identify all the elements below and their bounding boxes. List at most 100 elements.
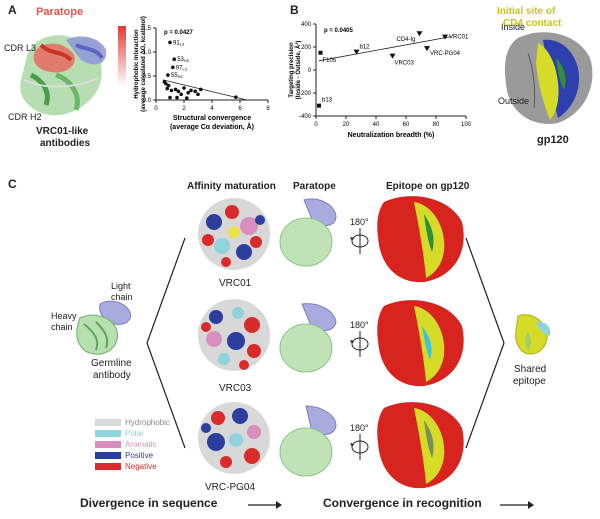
chart-b-point-label: CD4-Ig [396,37,415,43]
chart-b-x-tick-label: 40 [373,122,380,128]
divergence-bracket [146,237,186,449]
chart-a-point [186,91,190,95]
chart-b-x-tick-label: 0 [314,122,318,128]
legend-swatch [95,452,121,459]
shared-epitope-label: Shared [514,364,547,375]
chart-b-annotation: p = 0.0405 [324,28,354,34]
legend-label: Hydrophobic [125,418,170,427]
chart-b-point [389,53,396,59]
germline-label-2: antibody [93,370,131,381]
arrow-right-icon [248,501,282,509]
rotation-label-3: 180° [350,423,369,433]
chart-a-point [185,96,189,100]
chart-b-point-label: VRC01 [449,35,469,41]
initial-site-label: Initial site of [497,6,556,17]
chart-b-y-tick-label: 200 [301,45,312,51]
chart-a: 0 2 4 6 8 0.0 0.5 1.0 1.5 91L3 53H2 97L3 55H2 p = 0.0… [134,16,270,131]
vrc03-label: VRC03 [219,383,252,394]
legend-swatch [95,463,121,470]
vrc01-paratope-image [279,198,337,267]
chart-b-y-tick-label: 0 [308,68,312,74]
chart-a-point [165,86,169,91]
rotate-icon [350,331,369,357]
chart-a-y-label-2: (average calculated ΔG, kcal/mol) [141,16,147,112]
chart-a-point [189,88,193,93]
chart-a-point-label: 55H2 [171,73,184,79]
vrcpg04-surface-image [198,402,270,474]
chart-a-point [168,95,172,100]
chart-b-point-label: VRC-PG04 [430,51,461,57]
panel-label-c: C [8,177,17,191]
convergence-caption: Convergence in recognition [323,496,482,510]
chart-a-point [182,86,186,90]
paratope-structure-image [20,26,126,116]
chart-a-point [166,83,171,88]
chart-a-point-label: 91L3 [173,40,185,46]
panel-label-a: A [8,3,17,17]
chart-a-y-tick-label: 1.0 [143,50,152,56]
germline-label: Germline [91,358,132,369]
arrow-right-icon [500,501,534,509]
vrc01-label: VRC01 [219,278,252,289]
panel-label-b: B [290,3,299,17]
chart-b-point-label: b12 [360,45,371,51]
chart-b-point-label: b13 [322,98,333,104]
vrc01-like-caption-2: antibodies [40,138,91,149]
divergence-caption: Divergence in sequence [80,496,218,510]
chart-a-point-label: 53H2 [177,57,190,63]
chart-a-point [164,81,168,86]
legend-swatch [95,430,121,437]
gp120-surface-image [504,32,593,124]
chart-a-y-tick-label: 0.5 [143,74,152,80]
chart-b-x-label: Neutralization breadth (%) [348,132,435,139]
chart-a-point-label: 97L3 [176,65,188,71]
vrc01-surface-image [198,198,270,270]
chart-a-x-tick-label: 4 [210,106,214,112]
legend-swatch [95,441,121,448]
vrcpg04-label: VRC-PG04 [205,482,256,493]
legend-item: Positive [95,451,153,460]
chart-b-point [317,103,321,108]
chart-b-y-tick-label: -400 [299,114,312,120]
residue-legend: Hydrophobic Polar Aromatic Positive Negative [95,418,205,478]
chart-a-point [179,92,183,97]
chart-b-point [442,34,448,40]
col-epitope: Epitope on gp120 [386,181,470,192]
cdr-l3-label: CDR L3 [4,43,37,53]
heavy-chain-label-2: chain [51,322,73,332]
legend-item: Aromatic [95,440,157,449]
inside-label: Inside [501,22,526,32]
chart-b-point [353,49,360,55]
chart-b-y-tick-label: -200 [299,91,312,97]
col-paratope: Paratope [293,181,336,192]
chart-b: 0 20 40 60 80 100 -400 -200 0 200 400 F105 b13 b12 CD4… [289,22,472,139]
chart-b-fit-line [318,36,452,62]
shared-epitope-image [515,314,551,355]
germline-antibody-image [76,300,132,355]
vrc01-epitope-image [377,196,464,283]
vrcpg04-epitope-image [377,402,464,489]
chart-a-point [172,57,176,61]
chart-a-point [169,88,174,93]
vrc03-epitope-image [377,300,464,387]
rotation-label-2: 180° [350,320,369,330]
chart-a-fit-line [162,79,248,101]
chart-a-point [196,92,200,97]
vrc03-paratope-image [279,303,337,373]
chart-b-y-label-2: (Inside - Outside, Å²) [295,41,302,100]
chart-b-x-tick-label: 80 [433,122,440,128]
initial-site-label-2: CD4 contact [503,18,562,29]
chart-a-point [199,87,203,92]
legend-label: Positive [125,451,154,460]
chart-a-x-label-2: (average Cα deviation, Å) [170,122,254,131]
chart-a-point [166,73,170,77]
legend-label: Negative [125,462,157,471]
legend-item: Negative [95,462,157,471]
chart-a-point [173,87,178,92]
outside-label: Outside [498,96,530,106]
chart-a-x-tick-label: 6 [238,106,242,112]
light-chain-label: Light [111,281,131,291]
vrcpg04-paratope-image [279,405,337,477]
chart-a-y-tick-label: 0.0 [143,98,152,104]
convergence-bracket [465,237,505,449]
